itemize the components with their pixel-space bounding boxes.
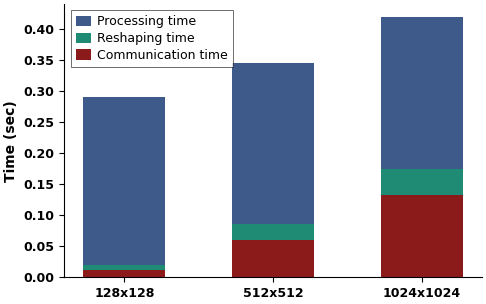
- Bar: [381, 17, 463, 168]
- Bar: [232, 63, 314, 224]
- Y-axis label: Time (sec): Time (sec): [4, 100, 18, 181]
- Bar: [84, 270, 165, 277]
- Bar: [84, 265, 165, 270]
- Bar: [381, 195, 463, 277]
- Legend: Processing time, Reshaping time, Communication time: Processing time, Reshaping time, Communi…: [70, 10, 233, 67]
- Bar: [381, 168, 463, 195]
- Bar: [232, 240, 314, 277]
- Bar: [232, 224, 314, 240]
- Bar: [84, 97, 165, 265]
